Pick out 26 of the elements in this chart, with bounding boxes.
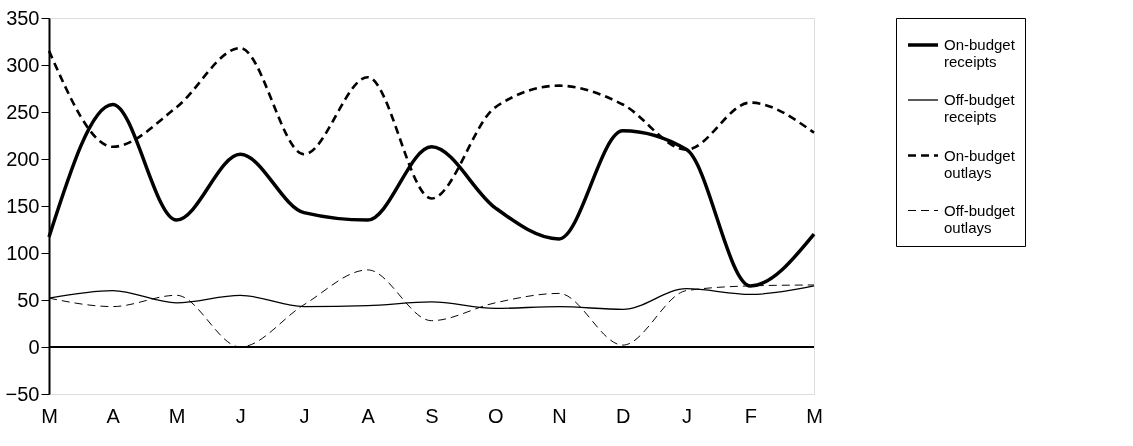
x-tick-label: M — [168, 404, 186, 427]
x-tick-label: O — [487, 404, 504, 427]
legend-label: Off-budget receipts — [944, 91, 1016, 125]
x-tick-label: D — [616, 404, 631, 427]
x-tick-label: M — [806, 404, 823, 427]
legend-label: Off-budget outlays — [944, 201, 1016, 236]
legend-label: On-budget receipts — [944, 36, 1016, 70]
x-tick-label: J — [235, 404, 246, 427]
y-tick-label: 50 — [17, 288, 40, 311]
x-tick-label: S — [425, 404, 439, 427]
x-tick-label: N — [552, 404, 567, 427]
x-tick-label: J — [299, 404, 310, 427]
x-tick-label: J — [682, 404, 692, 427]
y-tick-label: 300 — [6, 53, 40, 76]
y-tick-label: 350 — [6, 6, 40, 29]
x-tick-label: A — [106, 404, 121, 427]
legend-label: On-budget outlays — [944, 146, 1016, 181]
x-tick-label: A — [361, 404, 376, 427]
x-tick-label: M — [41, 404, 58, 427]
x-tick-label: F — [744, 404, 757, 427]
y-tick-label: 100 — [6, 241, 40, 264]
y-tick-label: 150 — [6, 194, 40, 217]
y-tick-label: 200 — [6, 147, 40, 170]
y-tick-label: −50 — [5, 382, 40, 405]
y-tick-label: 250 — [6, 100, 40, 123]
y-tick-label: 0 — [28, 335, 40, 358]
